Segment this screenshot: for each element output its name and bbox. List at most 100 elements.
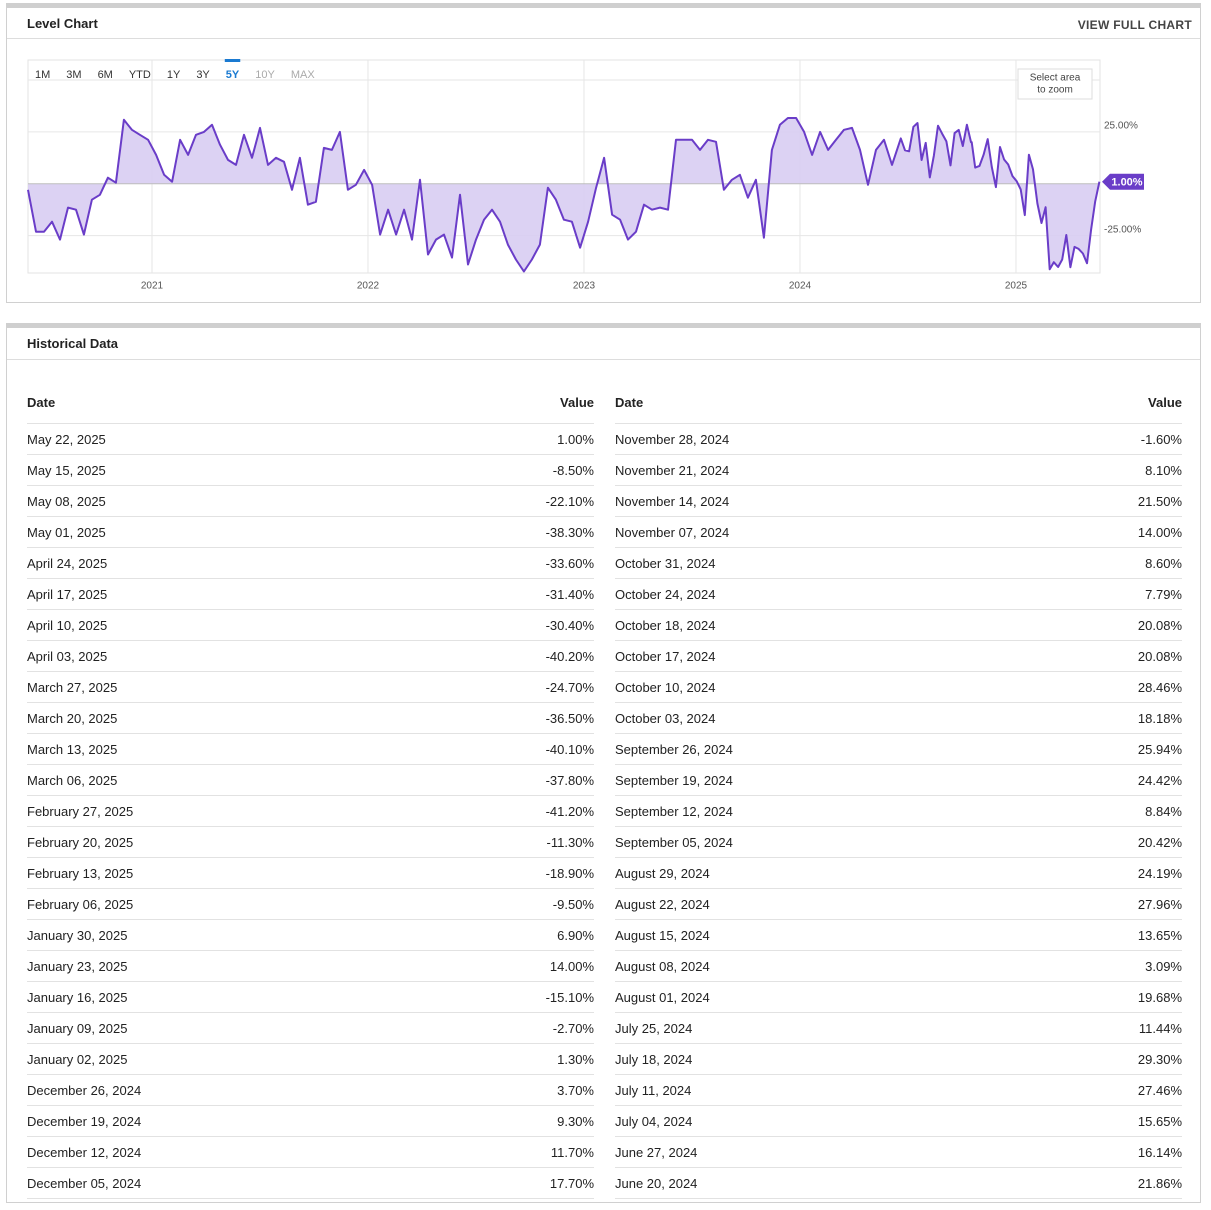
table-row: February 20, 2025 -11.30% bbox=[27, 827, 594, 858]
view-full-chart[interactable]: VIEW FULL CHART bbox=[1077, 18, 1192, 32]
value-cell: 24.42% bbox=[1137, 772, 1182, 788]
range-button[interactable]: 1Y bbox=[167, 69, 181, 81]
value-cell: -1.60% bbox=[1140, 431, 1182, 447]
date-cell: April 17, 2025 bbox=[27, 586, 108, 602]
value-cell: -15.10% bbox=[545, 989, 594, 1005]
table-row: May 08, 2025 -22.10% bbox=[27, 486, 594, 517]
table-row: September 05, 2024 20.42% bbox=[615, 827, 1182, 858]
value-cell: -8.50% bbox=[552, 462, 594, 478]
table-row: October 03, 2024 18.18% bbox=[615, 703, 1182, 734]
zoom-hint: Select area bbox=[1030, 73, 1081, 84]
table-row: July 04, 2024 15.65% bbox=[615, 1106, 1182, 1137]
value-cell: -22.10% bbox=[545, 493, 594, 509]
range-button[interactable]: YTD bbox=[129, 69, 151, 81]
chart-panel: Level Chart VIEW FULL CHART bbox=[6, 3, 1201, 303]
last-value-label: 1.00% bbox=[1111, 177, 1142, 189]
table: Date Value May 22, 2025 1.00% May 15, 2025 -8… bbox=[27, 388, 1182, 1199]
x-tick-label: 2021 bbox=[141, 281, 164, 292]
date-cell: January 09, 2025 bbox=[27, 1020, 128, 1036]
panel-title: Historical Data bbox=[27, 336, 119, 351]
table-row: December 12, 2024 11.70% bbox=[27, 1137, 594, 1168]
range-button[interactable]: 5Y bbox=[226, 69, 240, 81]
value-cell: 24.19% bbox=[1137, 865, 1182, 881]
value-cell: 20.08% bbox=[1137, 648, 1182, 664]
value-cell: -33.60% bbox=[545, 555, 594, 571]
table-row: October 10, 2024 28.46% bbox=[615, 672, 1182, 703]
range-button[interactable]: 3Y bbox=[196, 69, 210, 81]
date-cell: October 18, 2024 bbox=[615, 617, 716, 633]
value-cell: -37.80% bbox=[545, 772, 594, 788]
range-button[interactable]: 3M bbox=[66, 69, 81, 81]
value-cell: 18.18% bbox=[1137, 710, 1182, 726]
date-cell: March 06, 2025 bbox=[27, 772, 118, 788]
date-cell: February 13, 2025 bbox=[27, 865, 134, 881]
date-cell: April 10, 2025 bbox=[27, 617, 108, 633]
table-row: January 09, 2025 -2.70% bbox=[27, 1013, 594, 1044]
value-cell: 28.46% bbox=[1137, 679, 1182, 695]
date-cell: April 03, 2025 bbox=[27, 648, 108, 664]
date-cell: October 31, 2024 bbox=[615, 555, 716, 571]
value-cell: -40.20% bbox=[545, 648, 594, 664]
table-row: April 24, 2025 -33.60% bbox=[27, 548, 594, 579]
date-cell: March 20, 2025 bbox=[27, 710, 118, 726]
zoom-hint: to zoom bbox=[1037, 85, 1073, 96]
value-cell: 16.14% bbox=[1137, 1144, 1182, 1160]
panel-title: Level Chart bbox=[27, 16, 98, 31]
x-tick-label: 2025 bbox=[1005, 281, 1028, 292]
date-cell: January 02, 2025 bbox=[27, 1051, 128, 1067]
value-cell: 14.00% bbox=[1137, 524, 1182, 540]
table-row: November 14, 2024 21.50% bbox=[615, 486, 1182, 517]
date-cell: August 29, 2024 bbox=[615, 865, 710, 881]
value-cell: -18.90% bbox=[545, 865, 594, 881]
value-cell: 8.60% bbox=[1145, 555, 1182, 571]
header-row: Date Value bbox=[615, 388, 1182, 424]
table-row: August 08, 2024 3.09% bbox=[615, 951, 1182, 982]
value-cell: 7.79% bbox=[1145, 586, 1182, 602]
table-row: November 07, 2024 14.00% bbox=[615, 517, 1182, 548]
value-cell: 17.70% bbox=[549, 1175, 594, 1191]
date-cell: January 30, 2025 bbox=[27, 927, 128, 943]
x-tick-label: 2024 bbox=[789, 281, 812, 292]
value-cell: 11.70% bbox=[550, 1144, 594, 1160]
table-row: December 26, 2024 3.70% bbox=[27, 1075, 594, 1106]
range-button: 10Y bbox=[255, 69, 275, 81]
value-cell: -2.70% bbox=[552, 1020, 594, 1036]
value-cell: -41.20% bbox=[545, 803, 594, 819]
value-cell: 9.30% bbox=[557, 1113, 594, 1129]
table-row: October 24, 2024 7.79% bbox=[615, 579, 1182, 610]
table-column: Date Value May 22, 2025 1.00% May 15, 2025 -8… bbox=[27, 388, 594, 1199]
table-row: August 29, 2024 24.19% bbox=[615, 858, 1182, 889]
chart: 2021 2022 2023 2024 2025 25.00% -25.00% 1.00% 1M… bbox=[27, 59, 1144, 292]
table-row: April 03, 2025 -40.20% bbox=[27, 641, 594, 672]
date-cell: September 26, 2024 bbox=[615, 741, 733, 757]
value-cell: 13.65% bbox=[1137, 927, 1182, 943]
date-cell: August 01, 2024 bbox=[615, 989, 710, 1005]
table-row: March 20, 2025 -36.50% bbox=[27, 703, 594, 734]
last-value-badge bbox=[1102, 173, 1144, 190]
table-row: December 05, 2024 17.70% bbox=[27, 1168, 594, 1199]
header-cell: Date bbox=[27, 395, 56, 410]
value-cell: 8.10% bbox=[1145, 462, 1182, 478]
date-cell: November 28, 2024 bbox=[615, 431, 730, 447]
date-cell: May 15, 2025 bbox=[27, 462, 106, 478]
date-cell: July 25, 2024 bbox=[615, 1020, 693, 1036]
table-row: October 18, 2024 20.08% bbox=[615, 610, 1182, 641]
value-cell: 25.94% bbox=[1137, 741, 1182, 757]
date-cell: November 21, 2024 bbox=[615, 462, 730, 478]
table-row: January 30, 2025 6.90% bbox=[27, 920, 594, 951]
table-row: December 19, 2024 9.30% bbox=[27, 1106, 594, 1137]
value-cell: -24.70% bbox=[545, 679, 594, 695]
date-cell: May 08, 2025 bbox=[27, 493, 106, 509]
date-cell: June 27, 2024 bbox=[615, 1144, 698, 1160]
table-row: May 15, 2025 -8.50% bbox=[27, 455, 594, 486]
date-cell: June 20, 2024 bbox=[615, 1175, 698, 1191]
range-button[interactable]: 1M bbox=[35, 69, 50, 81]
table-row: February 06, 2025 -9.50% bbox=[27, 889, 594, 920]
date-cell: October 17, 2024 bbox=[615, 648, 716, 664]
y-tick-label: 25.00% bbox=[1104, 121, 1138, 132]
range-button[interactable]: 6M bbox=[98, 69, 113, 81]
date-cell: September 12, 2024 bbox=[615, 803, 733, 819]
table-row: April 17, 2025 -31.40% bbox=[27, 579, 594, 610]
area bbox=[28, 118, 1100, 272]
value-cell: 1.30% bbox=[557, 1051, 594, 1067]
